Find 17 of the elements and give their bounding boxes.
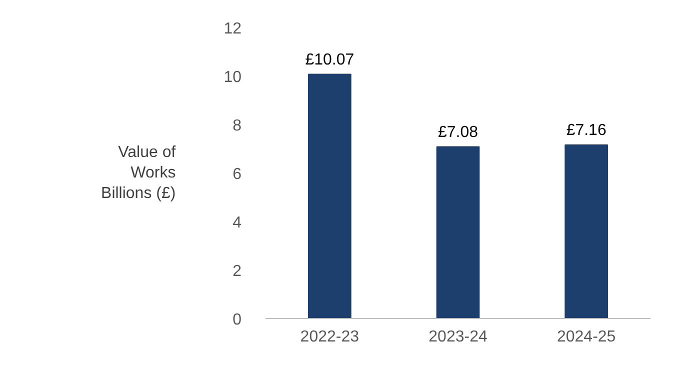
data-label: £10.07 (305, 51, 354, 68)
x-tick-label: 2023-24 (428, 328, 488, 346)
y-axis-title: Value of Works Billions (£) (101, 144, 176, 202)
y-tick-label: 4 (232, 214, 242, 232)
y-tick-label: 6 (232, 166, 242, 183)
x-tick-label: 2024-25 (556, 328, 616, 346)
y-tick-label: 10 (224, 69, 242, 86)
y-tick-label: 0 (232, 312, 242, 328)
bar (564, 144, 608, 318)
x-tick-label: 2022-23 (300, 328, 360, 346)
y-tick-label: 12 (224, 20, 242, 38)
y-tick-label: 8 (232, 118, 242, 134)
data-label: £7.08 (438, 124, 478, 141)
bar (436, 146, 480, 318)
y-tick-label: 2 (232, 263, 242, 280)
bar (308, 74, 352, 318)
data-label: £7.16 (566, 122, 606, 139)
